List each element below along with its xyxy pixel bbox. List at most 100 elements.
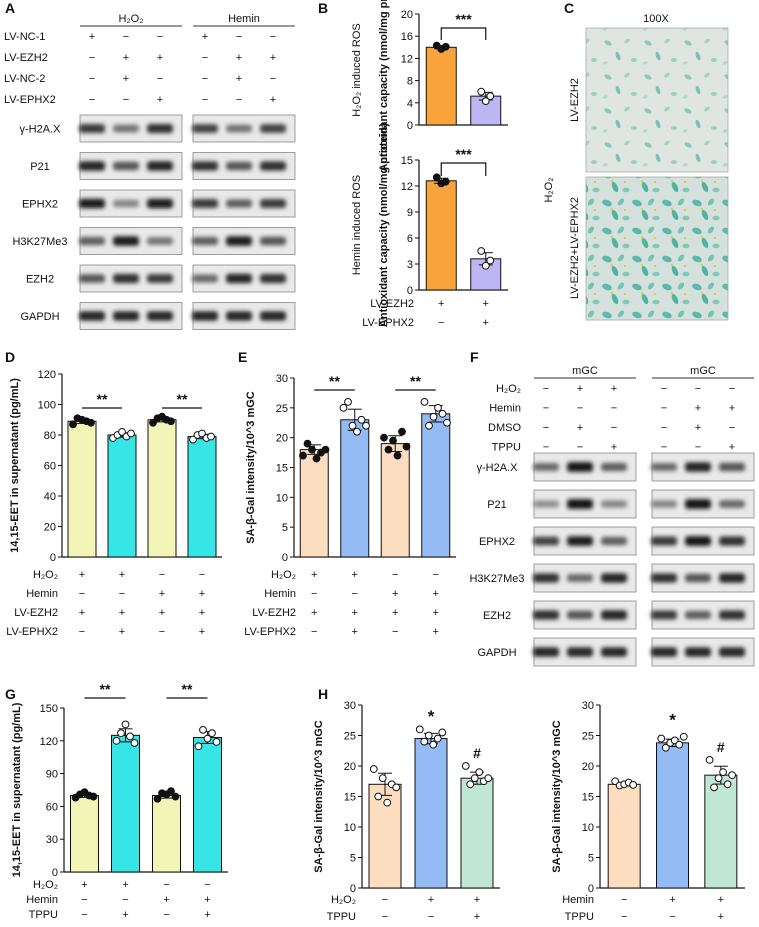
- panel-h1-tick-label: 0: [350, 883, 356, 895]
- panel-e-tick-label: 15: [276, 463, 288, 475]
- panel-f-band: [651, 610, 677, 620]
- panel-h1-data-point: [369, 765, 378, 773]
- panel-c-row-label: LV-EZH2: [569, 78, 581, 122]
- panel-e-bar: [421, 413, 451, 558]
- panel-e-data-point: [384, 445, 393, 454]
- panel-f-condition-sign: −: [577, 442, 583, 454]
- panel-a-condition-sign: +: [123, 73, 129, 85]
- panel-d-row-sign: −: [199, 569, 205, 581]
- panel-f-band-label: γ-H2A.X: [477, 462, 519, 474]
- panel-letter-g: G: [5, 686, 16, 702]
- panel-a-condition-sign: −: [236, 94, 242, 106]
- panel-b-top-tick-label: 12: [401, 53, 413, 65]
- panel-h1-bar: [414, 738, 448, 889]
- panel-g-row-sign: −: [163, 909, 169, 921]
- panel-e-row-sign: +: [311, 607, 317, 619]
- panel-a-condition-label: LV-EZH2: [4, 52, 48, 64]
- panel-b-bottom-data-point: [432, 173, 441, 182]
- panel-h1-data-point: [475, 768, 484, 776]
- panel-a-band: [260, 199, 286, 208]
- panel-a-group-title: H₂O₂: [118, 13, 143, 25]
- panel-h2-data-point: [710, 783, 718, 792]
- panel-g-tick-label: 120: [40, 736, 58, 748]
- panel-e-data-point: [303, 439, 312, 448]
- panel-h1-data-point: [429, 740, 438, 749]
- panel-f-band: [685, 536, 711, 546]
- panel-b-top-title: H₂O₂ induced ROS: [351, 23, 363, 117]
- panel-h1-data-point: [433, 734, 442, 743]
- panel-h2-bar: [656, 742, 689, 889]
- panel-h1-data-point: [484, 774, 493, 783]
- panel-f-condition-label: H₂O₂: [496, 383, 521, 395]
- panel-h2-chart: 0 5 10 15 20 25 30 SA-β-Gal intensity/10^3 mGC *…: [551, 700, 745, 923]
- panel-h2-row-sign: +: [718, 894, 724, 906]
- panel-a-band: [79, 161, 105, 171]
- panel-h1-data-point: [461, 762, 470, 770]
- panel-letter-f: F: [470, 349, 479, 365]
- panel-a-band: [226, 124, 252, 133]
- panel-b-bottom-tick-label: 6: [407, 233, 413, 245]
- panel-g-data-point: [212, 737, 221, 746]
- panel-b-top-sig-label: ***: [455, 11, 472, 27]
- panel-letter-c: C: [564, 0, 574, 16]
- panel-a-condition-sign: −: [89, 52, 95, 64]
- panel-e-row-label: Hemin: [264, 588, 296, 600]
- panel-e-row-label: LV-EZH2: [252, 607, 296, 619]
- panel-a-band: [192, 199, 218, 208]
- panel-h1-row-sign: −: [382, 911, 388, 923]
- panel-g-data-point: [171, 792, 180, 801]
- panel-e-row-sign: −: [392, 626, 398, 638]
- panel-a-band: [147, 198, 173, 209]
- panel-f-condition-sign: −: [661, 442, 667, 454]
- panel-b-row-sign: +: [438, 298, 444, 310]
- panel-b-bottom-tick-label: 15: [401, 155, 413, 167]
- panel-f-band: [719, 536, 745, 546]
- panel-f-condition-label: Hemin: [489, 403, 521, 415]
- panel-f-condition-sign: −: [611, 403, 617, 415]
- panel-e-row-sign: +: [352, 626, 358, 638]
- panel-f-band: [601, 573, 627, 583]
- panel-g-sig-label: **: [100, 681, 111, 697]
- panel-e-data-point: [402, 442, 411, 451]
- panel-g-data-point: [208, 729, 216, 738]
- panel-b-bottom-y-label: Antioxidant capacity (nmol/mg protein): [378, 123, 390, 327]
- panel-e-row-sign: −: [311, 626, 317, 638]
- panel-a-band: [113, 161, 139, 171]
- panel-a-condition-label: LV-NC-1: [4, 31, 45, 43]
- panel-f-band: [685, 610, 711, 620]
- panel-g-data-point: [167, 787, 175, 795]
- panel-a-band: [260, 236, 286, 246]
- panel-e-tick-label: 25: [276, 403, 288, 415]
- panel-f-condition-sign: −: [661, 403, 667, 415]
- panel-a-band: [113, 199, 139, 208]
- panel-f-band: [601, 610, 627, 620]
- panel-f-band: [567, 536, 593, 546]
- panel-f-band: [567, 647, 593, 657]
- panel-a-band: [147, 274, 173, 283]
- panel-a-band: [192, 124, 218, 133]
- panel-g-data-point: [112, 736, 121, 745]
- panel-f-band: [601, 647, 627, 657]
- panel-e-row-label: H₂O₂: [271, 569, 296, 581]
- panel-b-row-sign: −: [438, 317, 444, 329]
- panel-a-band: [113, 124, 139, 133]
- panel-f-band-label: P21: [487, 499, 507, 511]
- panel-c-side-label: H₂O₂: [543, 177, 555, 202]
- panel-e-data-point: [438, 409, 447, 418]
- panel-h2-data-point: [714, 774, 723, 783]
- panel-h2-data-point: [629, 781, 638, 789]
- panel-h1-tick-label: 20: [344, 761, 356, 773]
- panel-b-top-data-point: [481, 97, 490, 106]
- panel-h2-row-sign: −: [669, 911, 675, 923]
- panel-f-band: [651, 573, 677, 583]
- panel-d-row-sign: +: [79, 569, 85, 581]
- panel-d-row-sign: −: [79, 626, 85, 638]
- panel-h1-row-sign: +: [428, 894, 434, 906]
- panel-d-tick-label: 100: [38, 400, 56, 412]
- panel-f-band: [719, 573, 745, 583]
- panel-a-band: [113, 273, 139, 284]
- panel-a-band: [192, 274, 218, 283]
- panel-d-tick-label: 60: [44, 461, 56, 473]
- panel-e-data-point: [312, 454, 321, 463]
- panel-f-condition-sign: −: [611, 422, 617, 434]
